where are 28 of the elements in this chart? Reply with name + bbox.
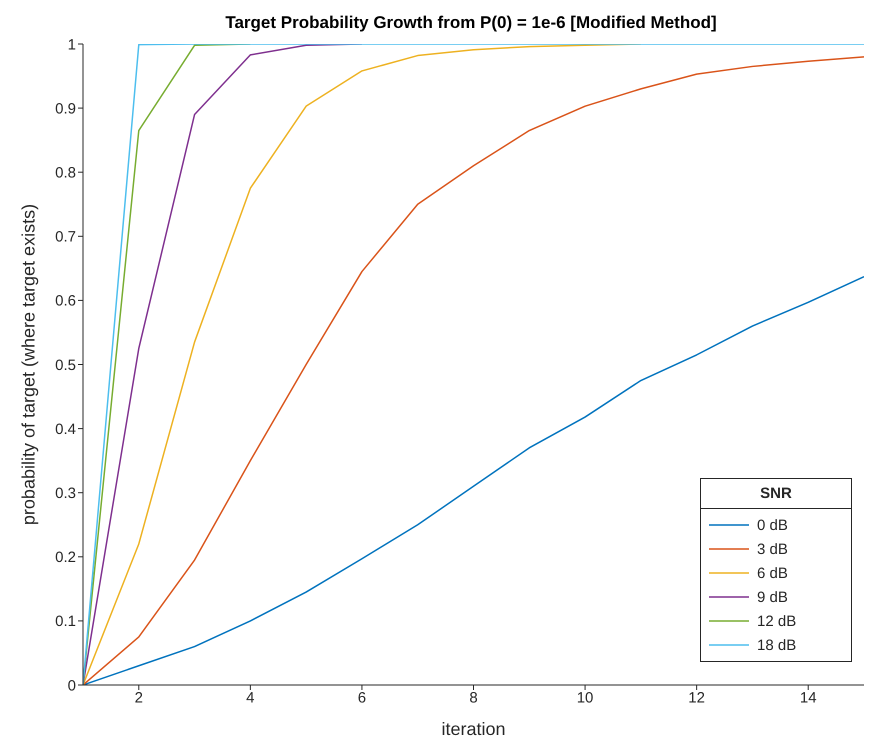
y-axis-title: probability of target (where target exists) xyxy=(18,204,38,526)
legend-label: 18 dB xyxy=(757,636,796,654)
y-tick-label: 0.8 xyxy=(55,164,76,182)
x-axis-title: iteration xyxy=(441,719,506,739)
y-tick-label: 1 xyxy=(68,36,76,54)
y-tick-label: 0.3 xyxy=(55,485,76,502)
y-tick-label: 0.4 xyxy=(55,420,76,438)
legend-label: 3 dB xyxy=(757,540,788,558)
legend-label: 12 dB xyxy=(757,612,796,630)
x-tick-label: 14 xyxy=(800,690,817,707)
y-tick-label: 0.9 xyxy=(55,100,76,118)
y-tick-label: 0.7 xyxy=(55,228,76,246)
x-tick-label: 8 xyxy=(469,690,478,707)
y-tick-label: 0.5 xyxy=(55,356,76,374)
x-tick-label: 10 xyxy=(576,690,594,707)
legend-label: 6 dB xyxy=(757,564,788,582)
y-tick-label: 0 xyxy=(68,677,76,694)
chart-title: Target Probability Growth from P(0) = 1e-6 [Modified Method] xyxy=(225,13,717,32)
y-tick-label: 0.2 xyxy=(55,549,76,566)
legend-label: 0 dB xyxy=(757,516,788,534)
y-tick-label: 0.1 xyxy=(55,613,76,630)
x-tick-label: 12 xyxy=(688,690,705,707)
legend-label: 9 dB xyxy=(757,588,788,606)
x-tick-label: 6 xyxy=(358,690,366,707)
y-tick-label: 0.6 xyxy=(55,292,76,310)
x-tick-label: 2 xyxy=(134,690,143,707)
x-tick-label: 4 xyxy=(246,690,255,707)
legend-title: SNR xyxy=(759,484,793,504)
